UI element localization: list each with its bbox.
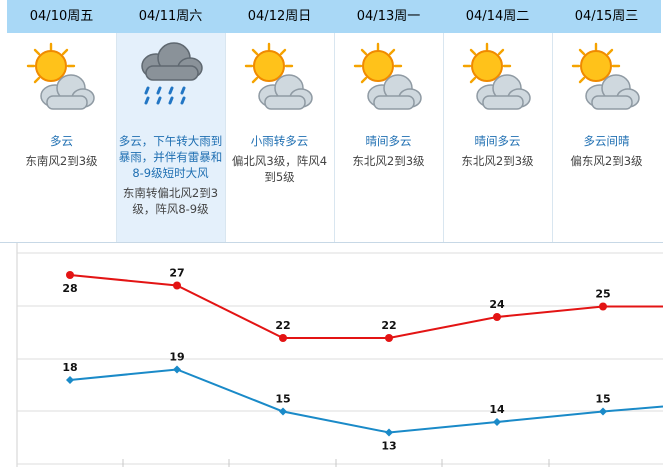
wind-text: 东南转偏北风2到3级，阵风8-9级 (122, 186, 219, 216)
day-date: 04/12周日 (225, 0, 334, 33)
wind-text: 东北风2到3级 (352, 154, 425, 168)
temperature-label: 28 (62, 282, 77, 295)
high-temp-point (173, 281, 181, 290)
wind-text: 偏北风3级，阵风4到5级 (231, 154, 328, 184)
wind-text: 偏东风2到3级 (570, 154, 643, 168)
low-temp-point (493, 418, 501, 426)
day-divider (116, 33, 117, 243)
day-date: 04/14周二 (443, 0, 552, 33)
day-weather-desc: 晴间多云 东北风2到3级 (336, 133, 441, 169)
section-divider (0, 242, 663, 243)
forecast-days: 04/10周五 多云 东南风2到3级 04/11周六 (0, 0, 663, 243)
partly-cloudy-icon (26, 42, 95, 110)
day-date: 04/10周五 (7, 0, 116, 33)
day-card[interactable]: 04/13周一 晴间多云 东北风2到3级 (334, 0, 443, 243)
temperature-label: 22 (381, 319, 396, 332)
temperature-label: 22 (275, 319, 290, 332)
low-temp-point (173, 365, 181, 374)
temperature-label: 25 (595, 288, 610, 301)
day-weather-desc: 晴间多云 东北风2到3级 (445, 133, 550, 169)
day-divider (334, 33, 335, 243)
temperature-label: 27 (169, 267, 184, 280)
temperature-label: 18 (62, 361, 77, 374)
day-card[interactable]: 04/12周日 小雨转多云 偏北风3级，阵风4到5级 (225, 0, 334, 243)
day-card[interactable]: 04/11周六 多云，下午转大雨到暴雨，并伴有雷暴和8-9级短时大风 东南转偏北… (116, 0, 225, 243)
temperature-label: 15 (275, 393, 290, 406)
partly-cloudy-icon (353, 42, 422, 110)
day-date: 04/11周六 (116, 0, 225, 33)
temperature-series-line (69, 368, 663, 434)
day-weather-desc: 多云 东南风2到3级 (9, 133, 114, 169)
day-weather-desc: 多云，下午转大雨到暴雨，并伴有雷暴和8-9级短时大风 东南转偏北风2到3级，阵风… (118, 133, 223, 217)
day-date: 04/15周三 (552, 0, 661, 33)
weather-text: 晴间多云 (365, 134, 412, 148)
high-temp-point (599, 302, 607, 311)
high-temp-point (493, 313, 501, 321)
day-date: 04/13周一 (334, 0, 443, 33)
day-weather-desc: 多云间晴 偏东风2到3级 (554, 133, 659, 169)
low-temp-point (385, 428, 393, 437)
weather-text: 晴间多云 (474, 134, 521, 148)
partly-cloudy-icon (244, 42, 313, 110)
low-temp-point (66, 376, 74, 384)
wind-text: 东南风2到3级 (25, 154, 98, 168)
rain-icon (141, 42, 203, 105)
high-temp-point (66, 271, 74, 279)
temperature-label: 15 (595, 393, 610, 406)
temperature-label: 24 (489, 298, 505, 311)
high-temp-point (279, 334, 287, 342)
temperature-label: 19 (169, 351, 184, 364)
day-card[interactable]: 04/14周二 晴间多云 东北风2到3级 (443, 0, 552, 243)
temperature-label: 14 (489, 403, 505, 416)
low-temp-point (599, 407, 607, 416)
temperature-label: 13 (381, 440, 396, 453)
day-weather-desc: 小雨转多云 偏北风3级，阵风4到5级 (227, 133, 332, 185)
partly-cloudy-icon (571, 42, 640, 110)
day-divider (443, 33, 444, 243)
high-temp-point (385, 334, 393, 342)
day-divider (552, 33, 553, 243)
weather-text: 小雨转多云 (250, 134, 309, 148)
low-temp-point (279, 407, 287, 416)
day-divider (225, 33, 226, 243)
day-card[interactable]: 04/15周三 多云间晴 偏东风2到3级 (552, 0, 661, 243)
day-card[interactable]: 04/10周五 多云 东南风2到3级 (7, 0, 116, 243)
partly-cloudy-icon (462, 42, 531, 110)
temperature-chart: 28 27 22 22 24 25 18 19 15 13 14 15 (16, 243, 663, 467)
wind-text: 东北风2到3级 (461, 154, 534, 168)
weather-text: 多云，下午转大雨到暴雨，并伴有雷暴和8-9级短时大风 (118, 134, 223, 180)
weather-text: 多云 (50, 134, 73, 148)
weather-text: 多云间晴 (583, 134, 630, 148)
